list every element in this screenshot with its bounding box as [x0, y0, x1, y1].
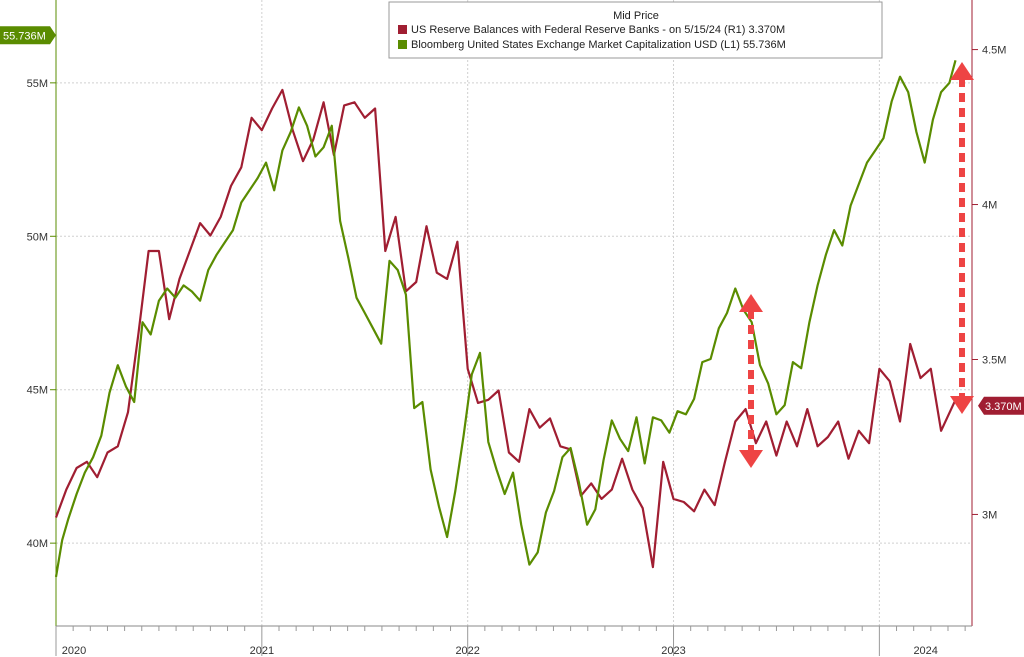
- arrow-head-up: [950, 62, 974, 80]
- legend-entry-reserves: US Reserve Balances with Federal Reserve…: [411, 24, 785, 36]
- gap-arrow-2023: [739, 294, 763, 468]
- left-value-tag: 55.736M: [0, 26, 56, 45]
- x-year-label: 2022: [455, 645, 479, 657]
- right-tick-label: 4.5M: [982, 45, 1006, 57]
- legend: Mid Price US Reserve Balances with Feder…: [388, 1, 883, 59]
- left-tick-label: 40M: [27, 538, 48, 550]
- x-year-label: 2020: [62, 645, 86, 657]
- current-value-tags: 55.736M 3.370M: [0, 26, 1024, 415]
- series-layer: [54, 60, 957, 578]
- x-year-label: 2023: [661, 645, 685, 657]
- x-year-label: 2024: [913, 645, 937, 657]
- series-line-reserves: [54, 88, 957, 569]
- series-line-market-cap: [54, 60, 957, 578]
- right-tick-label: 3.5M: [982, 354, 1006, 366]
- legend-box: [388, 1, 883, 59]
- right-value-tag-text: 3.370M: [985, 401, 1022, 413]
- left-value-tag-shape: [0, 26, 56, 45]
- left-tick-label: 50M: [27, 231, 48, 243]
- right-tick-label: 3M: [982, 509, 997, 521]
- right-tick-label: 4M: [982, 200, 997, 212]
- right-value-tag: 3.370M: [978, 396, 1024, 415]
- left-tick-label: 45M: [27, 385, 48, 397]
- left-y-axis: 40M 45M 50M 55M: [27, 78, 56, 550]
- legend-swatch-market-cap: [398, 40, 407, 49]
- arrow-head-up: [739, 294, 763, 312]
- plot-area-border: [55, 0, 973, 627]
- legend-swatch-reserves: [398, 25, 407, 34]
- gridlines: [56, 0, 972, 626]
- arrow-head-down: [950, 396, 974, 414]
- gap-arrow-2024: [950, 62, 974, 414]
- legend-entry-market-cap: Bloomberg United States Exchange Market …: [411, 39, 786, 51]
- x-axis: 2020 2021 2022 2023 2024: [55, 626, 966, 657]
- legend-header: Mid Price: [613, 10, 659, 22]
- right-value-tag-shape: [978, 396, 1024, 415]
- x-year-label: 2021: [250, 645, 274, 657]
- left-tick-label: 55M: [27, 78, 48, 90]
- left-value-tag-text: 55.736M: [3, 30, 46, 42]
- arrow-head-down: [739, 450, 763, 468]
- annotation-arrows: [739, 62, 974, 468]
- right-y-axis: 3M 3.5M 4M 4.5M: [972, 45, 1006, 521]
